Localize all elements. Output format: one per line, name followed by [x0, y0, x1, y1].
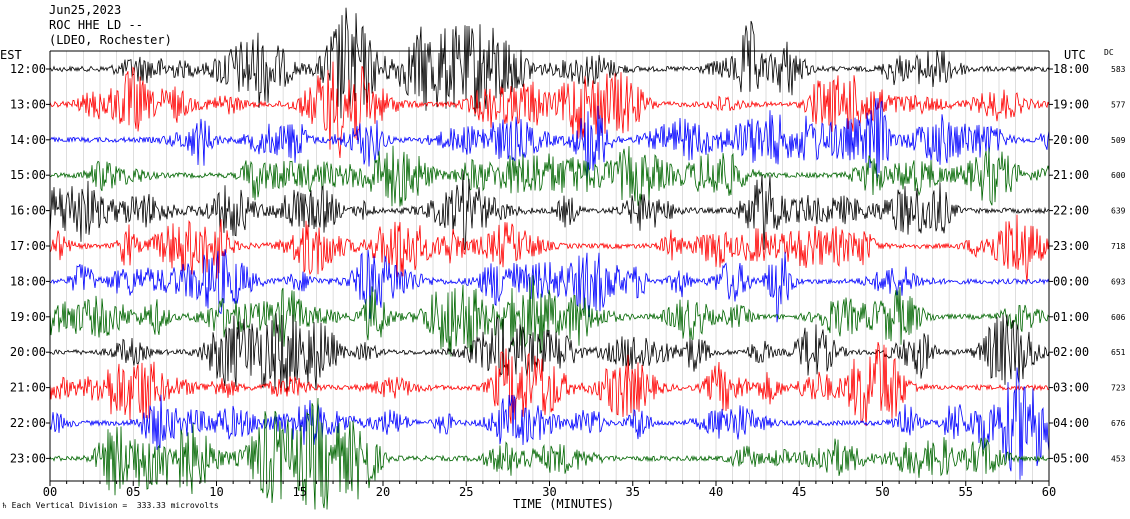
left-time-label: 23:00: [10, 451, 46, 465]
dc-value: 577: [1111, 100, 1126, 109]
scale-note: ♄ Each Vertical Division = 333.33 microv…: [2, 501, 219, 510]
trace-1800: [49, 249, 1050, 323]
left-time-label: 13:00: [10, 97, 46, 111]
dc-value: 583: [1111, 65, 1126, 74]
trace-2100: [49, 341, 1050, 427]
network-label: (LDEO, Rochester): [49, 33, 172, 47]
plot-frame: [46, 50, 1053, 486]
x-tick-label: 55: [959, 485, 973, 499]
dc-value: 718: [1111, 242, 1126, 251]
scale-text: Each Vertical Division = 333.33 microvol…: [11, 501, 219, 510]
right-time-label: 19:00: [1053, 97, 1089, 111]
right-timezone-label: UTC: [1064, 48, 1086, 62]
x-tick-label: 60: [1042, 485, 1056, 499]
dc-value: 693: [1111, 277, 1126, 286]
x-tick-label: 15: [293, 485, 307, 499]
dc-value: 453: [1111, 454, 1126, 463]
trace-1200: [49, 7, 1050, 119]
right-time-label: 01:00: [1053, 310, 1089, 324]
right-time-label: 03:00: [1053, 381, 1089, 395]
left-timezone-label: EST: [0, 48, 22, 62]
left-time-label: 20:00: [10, 345, 46, 359]
trace-1900: [49, 275, 1050, 357]
left-time-label: 21:00: [10, 381, 46, 395]
left-time-label: 12:00: [10, 62, 46, 76]
date-label: Jun25,2023: [49, 3, 122, 17]
x-tick-label: 40: [709, 485, 723, 499]
x-tick-label: 20: [376, 485, 390, 499]
station-label: ROC HHE LD --: [49, 18, 143, 32]
left-time-label: 16:00: [10, 204, 46, 218]
left-time-label: 18:00: [10, 274, 46, 288]
trace-1500: [49, 145, 1050, 207]
x-tick-label: 50: [875, 485, 889, 499]
right-time-label: 05:00: [1053, 451, 1089, 465]
x-tick-label: 35: [626, 485, 640, 499]
x-tick-label: 45: [792, 485, 806, 499]
trace-2000: [49, 313, 1050, 394]
dc-value: 509: [1111, 136, 1126, 145]
x-tick-labels: 00 05 10 15 20 25 30 35 40 45 50 55 60: [43, 485, 1056, 499]
left-time-label: 14:00: [10, 133, 46, 147]
right-time-label: 00:00: [1053, 274, 1089, 288]
row-labels: 12:00 18:00 583 13:00 19:00 577 14:00 20:00 509 1…: [10, 62, 1126, 465]
left-time-label: 15:00: [10, 168, 46, 182]
x-tick-label: 10: [209, 485, 223, 499]
x-tick-label: 00: [43, 485, 57, 499]
left-time-label: 22:00: [10, 416, 46, 430]
dc-value: 606: [1111, 313, 1126, 322]
right-time-label: 23:00: [1053, 239, 1089, 253]
dc-value: 676: [1111, 419, 1126, 428]
x-tick-label: 30: [542, 485, 556, 499]
trace-1600: [49, 170, 1050, 251]
right-time-label: 22:00: [1053, 204, 1089, 218]
x-axis-title: TIME (MINUTES): [513, 497, 615, 511]
right-time-label: 18:00: [1053, 62, 1089, 76]
dc-value: 639: [1111, 207, 1126, 216]
trace-2300: [49, 397, 1050, 510]
right-time-label: 04:00: [1053, 416, 1089, 430]
left-time-label: 17:00: [10, 239, 46, 253]
right-time-label: 02:00: [1053, 345, 1089, 359]
dc-value: 723: [1111, 384, 1126, 393]
right-time-label: 21:00: [1053, 168, 1089, 182]
right-time-label: 20:00: [1053, 133, 1089, 147]
seismogram-traces: [49, 7, 1050, 510]
trace-1400: [49, 98, 1050, 179]
trace-1300: [49, 61, 1050, 159]
dc-value: 651: [1111, 348, 1126, 357]
trace-2200: [49, 367, 1050, 480]
logo-mark: ♄: [2, 501, 12, 510]
x-tick-label: 25: [459, 485, 473, 499]
dc-header: DC: [1104, 48, 1114, 57]
x-tick-label: 05: [126, 485, 140, 499]
dc-value: 600: [1111, 171, 1126, 180]
left-time-label: 19:00: [10, 310, 46, 324]
